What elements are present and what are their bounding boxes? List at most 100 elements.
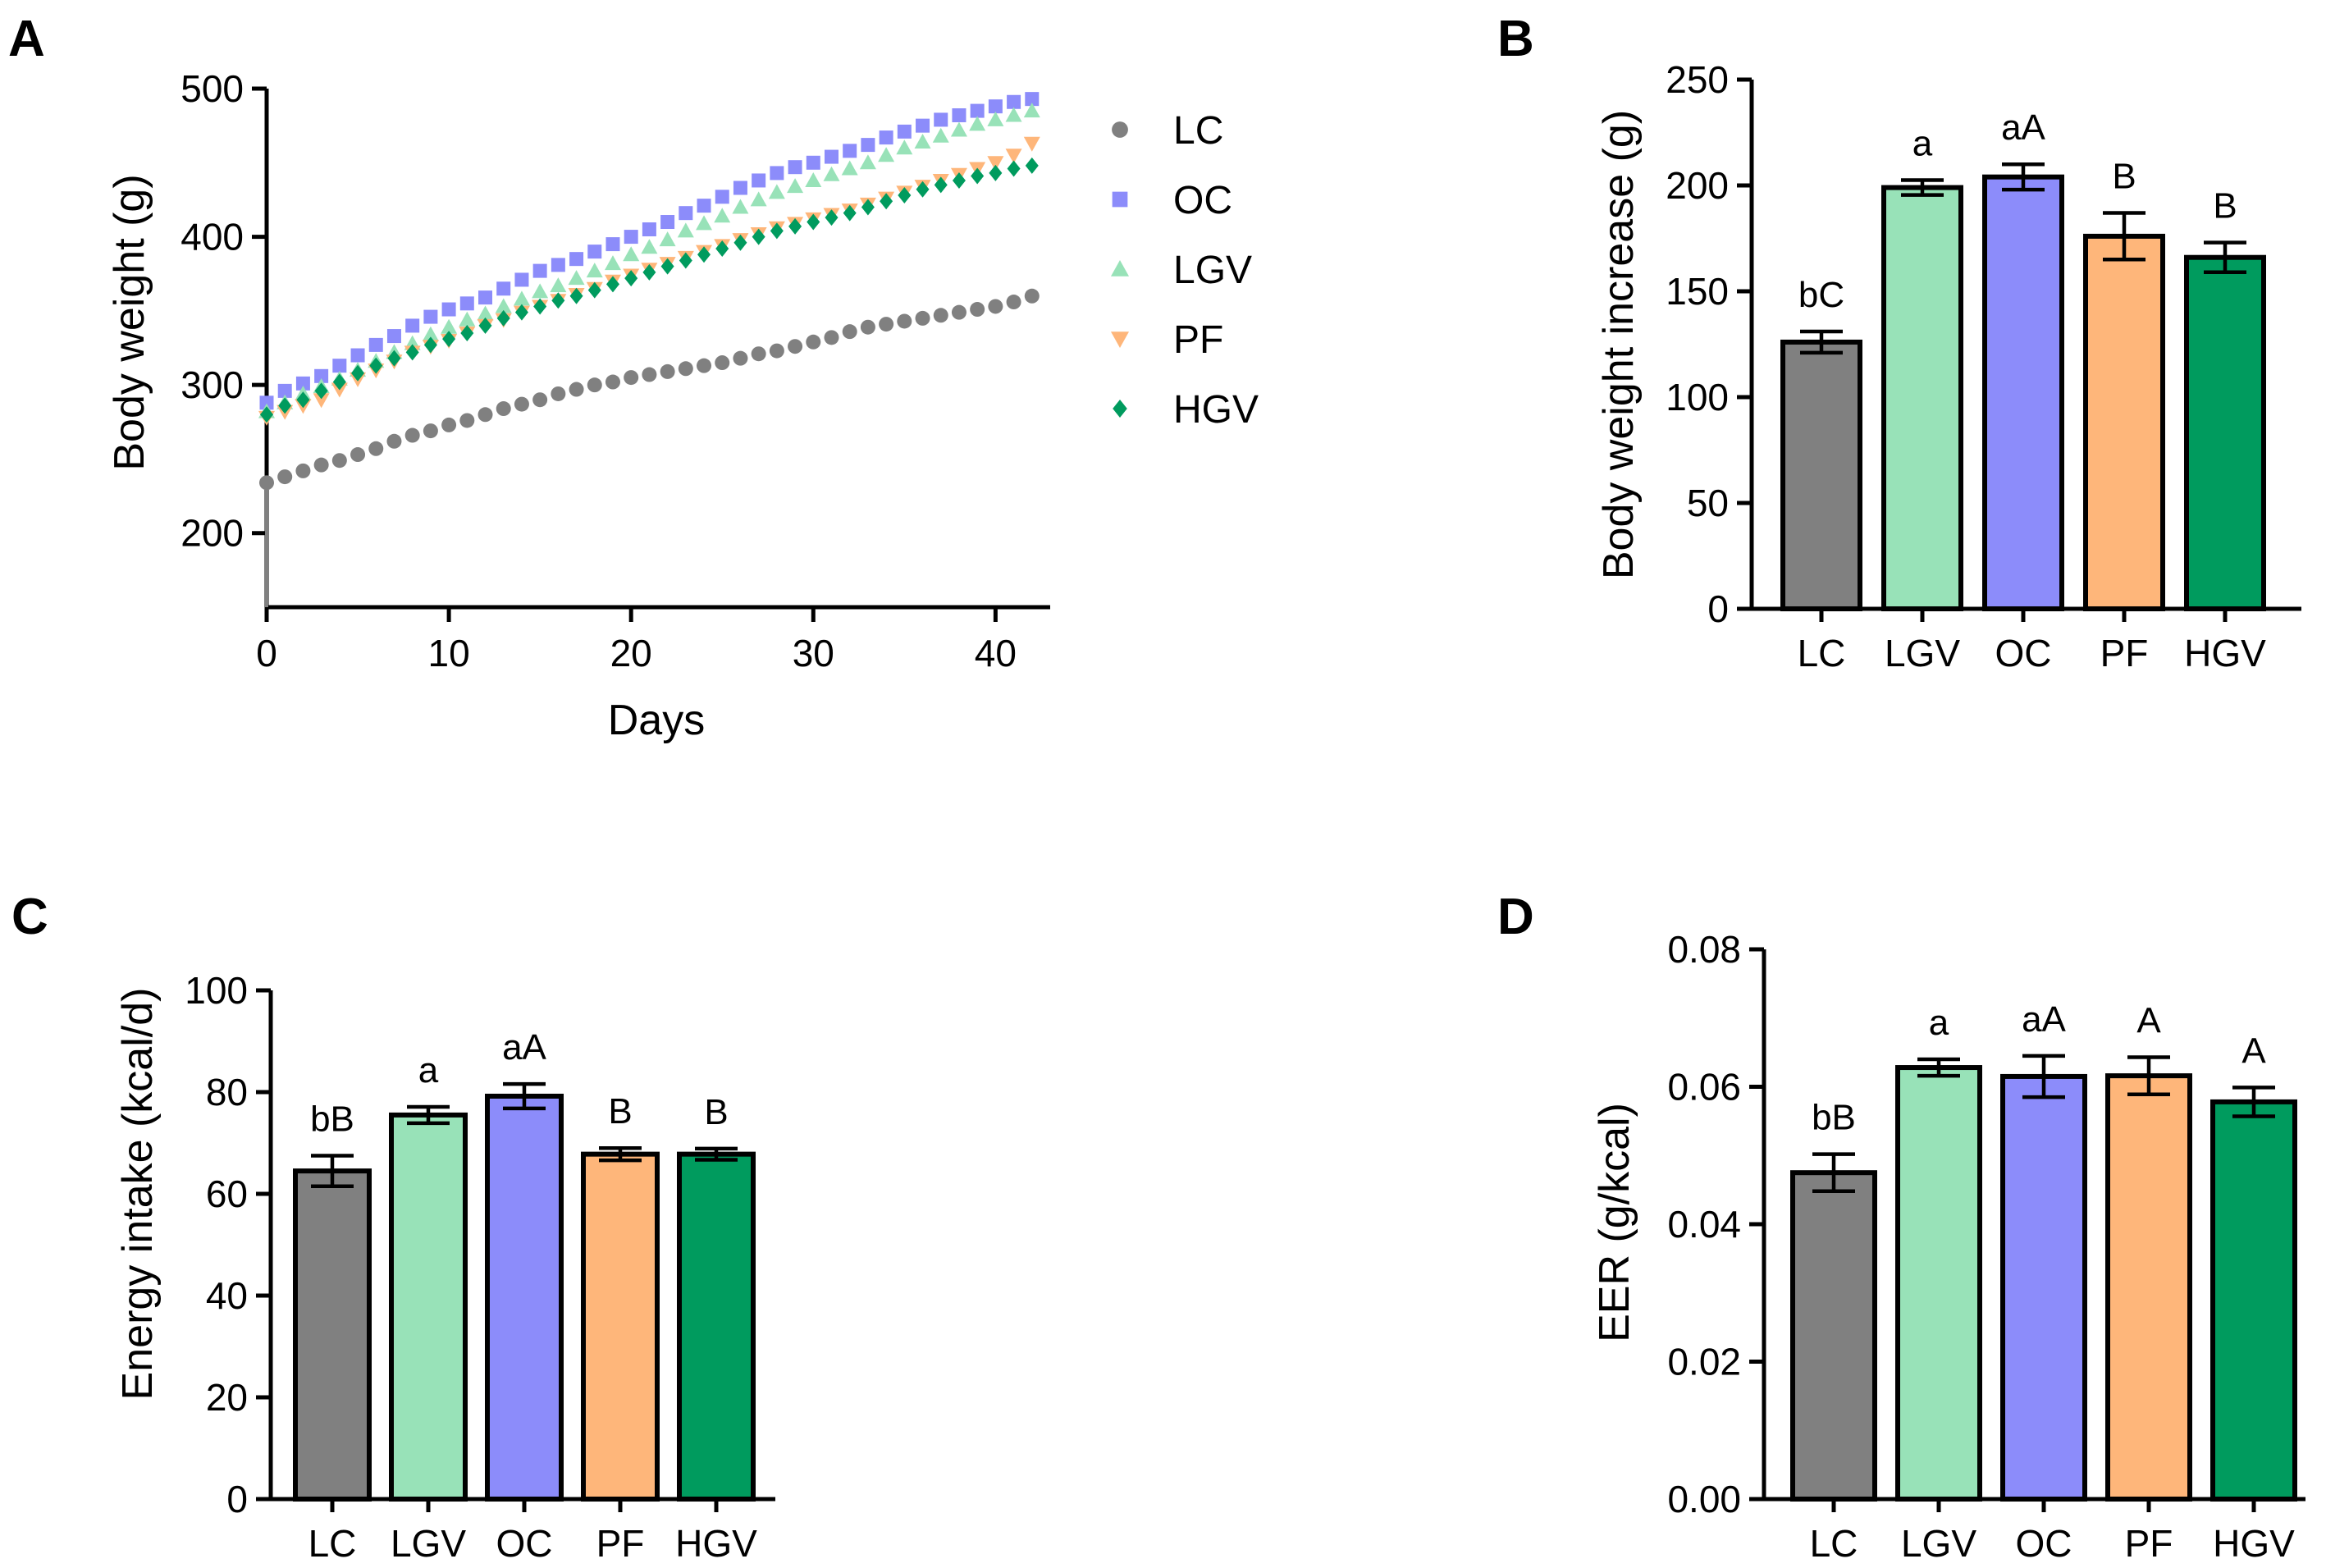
panel-c-error-bar-lc — [311, 1154, 354, 1188]
legend-marker-oc — [1112, 191, 1128, 208]
panel-a-y-tick-label: 200 — [181, 512, 244, 555]
panel-b-category-label-lc: LC — [1798, 632, 1846, 674]
panel-a-point-oc — [733, 181, 747, 195]
panel-a-point-hgv — [442, 331, 456, 348]
panel-a-point-lgv — [422, 326, 439, 341]
panel-a-point-hgv — [770, 222, 784, 240]
panel-a-point-lc — [313, 457, 329, 473]
panel-a-point-lgv — [495, 298, 512, 313]
panel-a-x-tick-label: 10 — [428, 632, 470, 674]
panel-a-point-pf — [1023, 136, 1040, 152]
panel-c-bars: bB LC a LGV aA OC B PF B HGV — [293, 1027, 757, 1565]
panel-b-significance-label-lc: bC — [1798, 275, 1844, 315]
panel-a-point-oc — [988, 99, 1003, 114]
panel-a-point-oc — [314, 368, 329, 383]
panel-d-significance-label-oc: aA — [2022, 999, 2066, 1040]
panel-a-point-lc — [569, 382, 584, 397]
panel-a-point-lc — [824, 330, 839, 345]
panel-a-point-lgv — [586, 263, 603, 278]
panel-a-point-hgv — [660, 258, 674, 275]
panel-a-point-hgv — [460, 324, 474, 341]
legend-label-lc: LC — [1173, 109, 1223, 153]
panel-a-point-oc — [824, 149, 839, 164]
panel-a-point-oc — [660, 215, 675, 230]
panel-a-point-lc — [295, 463, 311, 478]
panel-a-point-oc — [423, 309, 438, 324]
panel-a-point-lc — [769, 343, 784, 359]
panel-d-significance-label-lc: bB — [1812, 1098, 1856, 1138]
panel-a-point-lgv — [659, 231, 676, 247]
panel-a-point-lc — [951, 304, 967, 320]
panel-a-point-oc — [587, 245, 602, 259]
panel-a-point-oc — [441, 302, 456, 317]
panel-b-y-tick-label: 200 — [1666, 164, 1729, 207]
panel-a-point-oc — [934, 112, 948, 127]
panel-a-point-oc — [970, 103, 985, 118]
panel-a-series-oc — [259, 92, 1040, 410]
panel-a-point-lc — [715, 355, 730, 371]
panel-b-error-bar-oc — [2002, 162, 2045, 192]
panel-a-point-lc — [897, 313, 912, 329]
panel-a-point-lgv — [677, 222, 694, 238]
panel-c-y-tick-label: 20 — [206, 1376, 248, 1419]
panel-a-point-hgv — [296, 391, 310, 409]
panel-a-point-hgv — [1025, 157, 1039, 174]
panel-a-point-oc — [277, 383, 292, 398]
panel-a-point-hgv — [423, 336, 437, 354]
panel-a-point-lgv — [914, 134, 931, 149]
panel-a-point-lgv — [896, 139, 913, 155]
panel-a-point-lc — [915, 310, 930, 326]
panel-a-point-hgv — [807, 213, 820, 231]
panel-a-point-oc — [514, 272, 529, 287]
panel-c-significance-label-oc: aA — [502, 1027, 546, 1067]
panel-a-point-lc — [860, 319, 875, 335]
panel-d-y-tick-label: 0.00 — [1667, 1478, 1741, 1520]
panel-a-point-oc — [459, 296, 474, 311]
panel-a-point-lc — [970, 302, 985, 318]
panel-b-category-label-pf: PF — [2100, 632, 2149, 674]
panel-a-point-oc — [642, 222, 656, 237]
panel-a-point-hgv — [405, 344, 419, 361]
panel-a-point-lc — [259, 475, 274, 491]
panel-a-point-lgv — [823, 166, 840, 181]
panel-a-point-hgv — [605, 276, 619, 293]
panel-d-category-label-hgv: HGV — [2213, 1522, 2295, 1565]
panel-a-point-oc — [496, 281, 511, 296]
panel-a-point-hgv — [551, 292, 565, 309]
panel-a-point-lgv — [859, 154, 876, 170]
legend-marker-lgv — [1111, 260, 1129, 277]
panel-a-point-lc — [368, 441, 384, 456]
panel-a-point-oc — [295, 376, 310, 391]
panel-a-x-ticks: 0 10 20 30 40 — [256, 607, 1017, 674]
panel-c-significance-label-pf: B — [608, 1091, 632, 1131]
panel-c-category-label-lc: LC — [308, 1522, 357, 1565]
legend-label-hgv: HGV — [1173, 388, 1259, 432]
panel-a-point-hgv — [1007, 160, 1021, 177]
panel-d-category-label-lgv: LGV — [1901, 1522, 1976, 1565]
panel-d-error-bar-lc — [1812, 1152, 1855, 1194]
panel-a-point-hgv — [314, 382, 328, 400]
panel-a-point-lc — [331, 453, 347, 469]
panel-a-point-lgv — [841, 160, 858, 176]
panel-a-point-lgv — [750, 191, 767, 207]
panel-a-point-lc — [624, 370, 639, 386]
panel-a-point-pf — [1005, 149, 1022, 164]
legend-label-oc: OC — [1173, 179, 1232, 222]
panel-a-point-lc — [751, 346, 766, 362]
panel-c-bar-lgv — [389, 1112, 468, 1502]
panel-a-point-lgv — [1023, 103, 1040, 118]
panel-a-point-lc — [478, 407, 493, 423]
panel-a-point-oc — [569, 252, 584, 267]
panel-a-point-pf — [987, 156, 1004, 171]
panel-d-y-tick-label: 0.08 — [1667, 928, 1741, 971]
panel-d-error-bar-hgv — [2232, 1086, 2275, 1118]
panel-a-point-lgv — [1005, 107, 1022, 122]
panel-d-y-tick-label: 0.04 — [1667, 1203, 1741, 1246]
panel-a-point-hgv — [260, 406, 273, 423]
panel-b-bar-lc — [1780, 339, 1862, 611]
panel-a-point-lgv — [878, 147, 895, 162]
panel-a-point-hgv — [989, 164, 1003, 181]
panel-d-letter: D — [1497, 889, 1534, 945]
panel-a-legend: LC OC LGV PF HGV — [1111, 109, 1259, 432]
